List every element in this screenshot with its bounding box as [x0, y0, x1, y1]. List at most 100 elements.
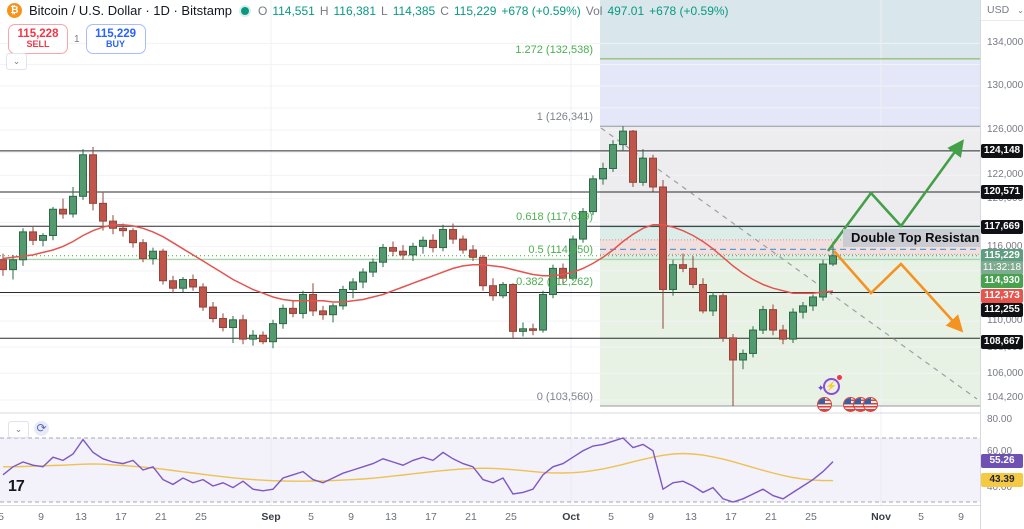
symbol-legend[interactable]: ₿ Bitcoin / U.S. Dollar · 1D · Bitstamp …	[7, 3, 729, 18]
candle-body	[779, 329, 787, 340]
sell-button[interactable]: 115,228 SELL	[8, 24, 68, 54]
candle-body	[0, 259, 7, 271]
candle-body	[609, 144, 617, 169]
price-grid-label: 126,000	[987, 124, 1024, 135]
candle-body	[349, 281, 357, 290]
rsi-ma-line	[3, 452, 833, 482]
ohlc-value: 116,381	[333, 3, 377, 18]
candle-body	[539, 293, 547, 331]
indicator-collapse-button[interactable]: ⌄	[8, 421, 29, 438]
time-axis[interactable]: ⚙ 5913172125Sep5913172125Oct5913172125No…	[0, 506, 1024, 529]
legend-collapse-button[interactable]: ⌄	[6, 53, 27, 70]
fib-level-label: 0.382 (112,262)	[516, 276, 593, 288]
candle-body	[379, 247, 387, 263]
fib-level-label: 0 (103,560)	[536, 391, 593, 403]
currency-selector[interactable]: USD ⌄	[981, 0, 1024, 21]
candle-body	[659, 186, 667, 290]
price-axis[interactable]: USD ⌄ 134,000130,000126,000122,000120,00…	[981, 0, 1024, 529]
price-tag-label: 117,669	[981, 220, 1023, 234]
price-tag-label: 115,229	[981, 249, 1023, 263]
candle-body	[419, 239, 427, 247]
candle-body	[819, 263, 827, 298]
price-tag-label: 124,148	[981, 144, 1023, 158]
double-top-resistance-label[interactable]: Double Top Resistance	[843, 229, 1002, 247]
price-grid-label: 122,000	[987, 169, 1024, 180]
time-day-label: 13	[75, 511, 87, 523]
ohlc-label: C	[440, 3, 449, 18]
price-grid-label: 134,000	[987, 37, 1024, 48]
chart-canvas[interactable]	[0, 0, 980, 529]
time-day-label: 5	[608, 511, 614, 523]
bullish-projection-arrow	[826, 139, 964, 252]
price-grid-label: 60.00	[987, 446, 1013, 457]
buy-button[interactable]: 115,229 BUY	[85, 24, 146, 54]
candle-body	[459, 238, 467, 251]
candle-body	[699, 283, 707, 312]
currency-label: USD	[987, 4, 1010, 16]
time-month-label: Oct	[562, 511, 580, 523]
price-tag-label: 120,571	[981, 185, 1023, 199]
candle-body	[789, 311, 797, 340]
economic-event-flag-group[interactable]	[843, 397, 878, 412]
candle-body	[829, 255, 837, 265]
symbol-title[interactable]: Bitcoin / U.S. Dollar · 1D · Bitstamp	[29, 3, 232, 18]
candle-body	[369, 261, 377, 273]
tradingview-logo[interactable]: 17	[8, 478, 25, 495]
ohlc-label: L	[381, 3, 388, 18]
candle-body	[179, 278, 187, 289]
sell-price: 115,228	[17, 28, 59, 41]
candle-body	[129, 230, 137, 244]
sell-label: SELL	[26, 39, 50, 50]
time-day-label: 13	[685, 511, 697, 523]
price-grid-label: 104,200	[987, 392, 1024, 403]
refresh-icon[interactable]: ⟳	[34, 421, 49, 436]
candle-body	[649, 157, 657, 188]
candle-body	[579, 211, 587, 240]
price-tag-label: 43.39	[981, 473, 1023, 487]
price-grid-label: 80.00	[987, 414, 1013, 425]
candle-body	[709, 295, 717, 312]
candle-body	[739, 352, 747, 361]
ohlc-value: 497.01	[607, 3, 645, 18]
ohlc-value: 114,385	[392, 3, 436, 18]
descending-trendline	[600, 127, 978, 400]
candle-body	[529, 328, 537, 331]
fib-level-label: 1 (126,341)	[536, 111, 593, 123]
candle-body	[409, 245, 417, 256]
bar-countdown-label: 11:32:18	[981, 261, 1023, 275]
price-grid-label: 106,000	[987, 368, 1024, 379]
candle-body	[269, 323, 277, 343]
time-day-label: 17	[425, 511, 437, 523]
time-day-label: 9	[348, 511, 354, 523]
ohlc-label: O	[258, 3, 268, 18]
rsi-line	[2, 437, 834, 503]
moving-average-line	[2, 223, 834, 303]
ohlc-value: 115,229	[453, 3, 497, 18]
time-day-label: 25	[505, 511, 517, 523]
candle-body	[59, 208, 67, 215]
candle-body	[19, 231, 27, 261]
price-tag-label: 112,373	[981, 289, 1023, 303]
axis-separator	[980, 0, 981, 529]
candle-body	[149, 250, 157, 260]
candle-body	[309, 293, 317, 312]
time-day-label: 21	[765, 511, 777, 523]
sparkle-icon: ✦	[817, 383, 825, 393]
time-day-label: 25	[805, 511, 817, 523]
time-day-label: 5	[308, 511, 314, 523]
axis-separator	[0, 505, 1024, 506]
candle-body	[289, 307, 297, 314]
candle-body	[629, 130, 637, 183]
time-month-label: Sep	[261, 511, 281, 523]
economic-event-flag[interactable]	[817, 397, 832, 412]
candle-body	[729, 337, 737, 361]
candle-body	[219, 318, 227, 328]
candle-body	[429, 239, 437, 249]
candle-body	[29, 231, 37, 241]
candle-body	[39, 234, 47, 241]
ohlc-label: H	[319, 3, 329, 18]
technicals-lightning-icon[interactable]: ✦ ⚡	[817, 375, 842, 396]
candle-body	[449, 228, 457, 240]
candle-body	[239, 319, 247, 340]
